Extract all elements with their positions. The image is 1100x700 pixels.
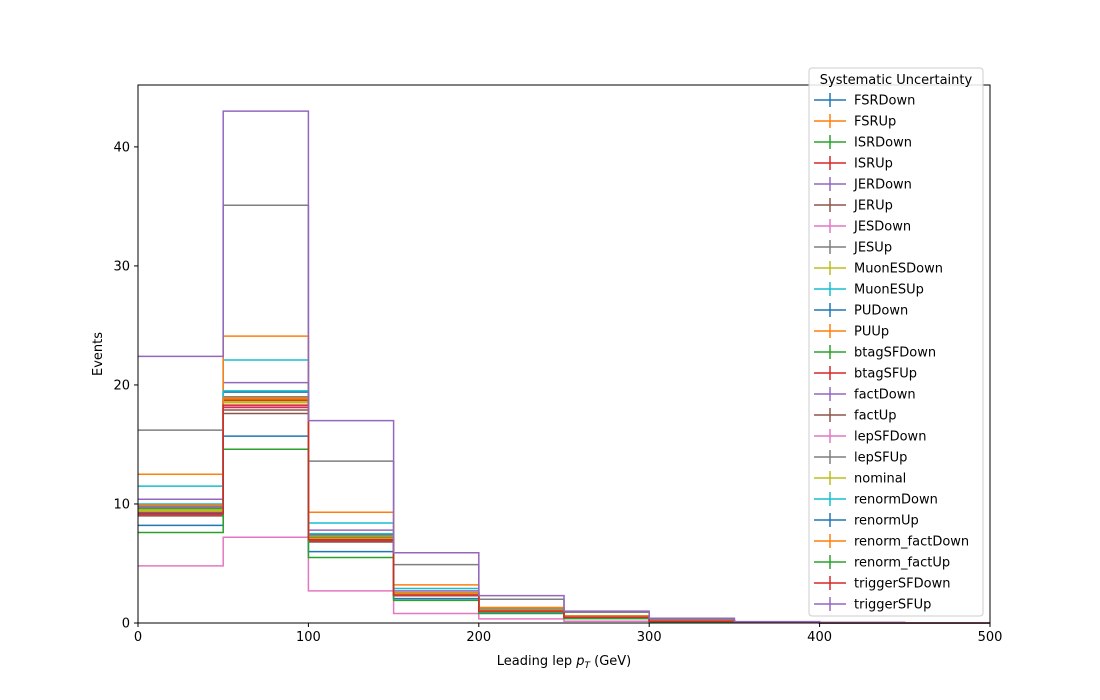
y-tick-label: 20 — [113, 378, 130, 393]
x-axis-label: Leading lep pT (GeV) — [497, 654, 631, 671]
legend-label: JESDown — [853, 220, 911, 235]
legend-label: PUDown — [854, 304, 908, 319]
legend-label: renormUp — [854, 514, 919, 529]
legend-label: JERDown — [853, 178, 912, 193]
series-step-triggerSFUp — [138, 110, 990, 624]
legend-label: factUp — [854, 409, 897, 424]
legend-label: MuonESDown — [854, 262, 943, 277]
legend-label: renorm_factDown — [854, 535, 969, 550]
y-tick-label: 10 — [113, 497, 130, 512]
legend-label: triggerSFUp — [854, 598, 931, 613]
legend-entries: FSRDown FSRUp ISRDown ISRUp JERDown JERUp JESD… — [814, 93, 969, 613]
legend-label: btagSFUp — [854, 367, 917, 382]
x-tick-label: 0 — [134, 630, 142, 645]
axes-frame — [137, 84, 991, 624]
legend-label: renormDown — [854, 493, 938, 508]
y-axis-label: Events — [91, 332, 106, 376]
legend-label: PUUp — [854, 325, 889, 340]
legend-label: nominal — [854, 472, 906, 487]
legend-label: FSRUp — [854, 115, 896, 130]
legend-label: JERUp — [853, 199, 893, 214]
legend-label: JESUp — [853, 241, 892, 256]
x-axis-ticks: 0 100 200 300 400 500 — [134, 623, 1003, 645]
x-tick-label: 400 — [807, 630, 832, 645]
legend-frame — [808, 67, 984, 617]
x-tick-label: 500 — [978, 630, 1003, 645]
legend-label: MuonESUp — [854, 283, 924, 298]
x-tick-label: 100 — [296, 630, 321, 645]
legend-label: ISRDown — [854, 136, 912, 151]
y-axis-ticks: 0 10 20 30 40 — [113, 140, 138, 632]
legend-label: triggerSFDown — [854, 577, 950, 592]
legend-label: renorm_factUp — [854, 556, 950, 571]
legend-label: FSRDown — [854, 94, 915, 109]
legend-label: lepSFUp — [854, 451, 907, 466]
legend-title: Systematic Uncertainty — [820, 73, 973, 88]
legend-label: ISRUp — [854, 157, 893, 172]
x-tick-label: 200 — [466, 630, 491, 645]
y-tick-label: 40 — [113, 140, 130, 155]
legend-label: factDown — [854, 388, 916, 403]
legend: Systematic Uncertainty FSRDown FSRUp ISRDo… — [808, 67, 984, 617]
y-tick-label: 30 — [113, 259, 130, 274]
x-tick-label: 300 — [637, 630, 662, 645]
y-tick-label: 0 — [122, 617, 130, 632]
legend-label: lepSFDown — [854, 430, 926, 445]
legend-label: btagSFDown — [854, 346, 936, 361]
